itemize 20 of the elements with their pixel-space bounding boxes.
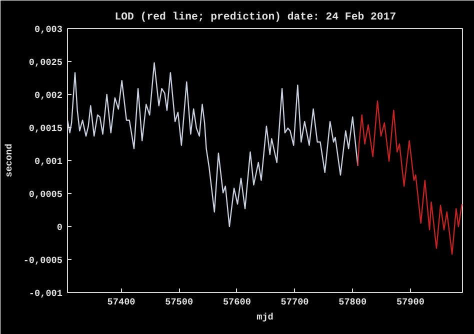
y-tick-label: 0,0015 — [28, 123, 63, 134]
x-tick-label: 57700 — [280, 296, 310, 308]
y-tick-label: 0,0005 — [28, 189, 63, 200]
y-tick-label: 0,003 — [34, 24, 63, 35]
x-tick-label: 57500 — [165, 296, 194, 308]
x-tick-label: 57900 — [396, 296, 425, 308]
y-tick-label: 0,002 — [34, 90, 63, 101]
x-tick-label: 57600 — [222, 296, 252, 308]
y-tick-label: 0,0025 — [28, 57, 63, 68]
chart-title: LOD (red line; prediction) date: 24 Feb 2017 — [114, 12, 396, 24]
line-series — [68, 62, 358, 228]
y-tick-label: 0 — [56, 222, 63, 233]
x-tick-label: 57800 — [338, 296, 368, 308]
y-axis-title: second — [3, 144, 14, 178]
x-axis-title: mjd — [256, 312, 274, 322]
y-tick-label: -0,001 — [28, 288, 63, 299]
x-tick-label: 57400 — [107, 296, 136, 308]
y-tick-label: -0,0005 — [23, 255, 63, 266]
line-series — [357, 100, 462, 255]
y-tick-label: 0,001 — [34, 156, 63, 167]
